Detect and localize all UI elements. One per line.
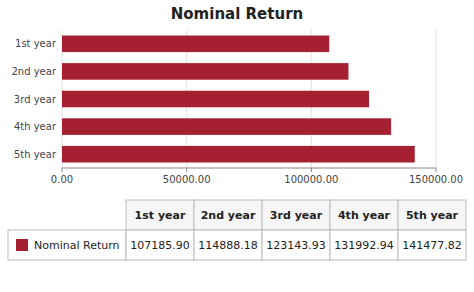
tick-label: 50000.00	[163, 174, 211, 185]
table-value: 107185.90	[130, 239, 190, 252]
table-header: 4th year	[338, 209, 391, 222]
table-row-label-cell	[8, 230, 126, 260]
legend-swatch	[16, 239, 28, 251]
table-value: 131992.94	[334, 239, 394, 252]
category-label: 5th year	[14, 149, 57, 160]
tick-mark	[436, 168, 437, 172]
category-label: 1st year	[15, 38, 57, 49]
bar	[62, 91, 369, 108]
table-header-cell	[398, 200, 466, 230]
table-value: 141477.82	[402, 239, 462, 252]
tick-label: 0.00	[51, 174, 73, 185]
table-cell	[126, 230, 194, 260]
bar	[62, 36, 329, 53]
table-cell	[194, 230, 262, 260]
chart: Nominal Return 0.00 50000.00 100000.00 15000…	[0, 0, 474, 292]
table-header-cell	[194, 200, 262, 230]
table-header-cell	[126, 200, 194, 230]
tick-label: 100000.00	[284, 174, 338, 185]
table-cell	[262, 230, 330, 260]
bar	[62, 118, 391, 135]
table-header: 1st year	[135, 209, 186, 222]
category-label: 2nd year	[11, 66, 56, 77]
tick-mark	[62, 168, 63, 172]
bar	[62, 146, 415, 163]
title: Nominal Return	[171, 5, 303, 23]
x-axis-line	[62, 168, 436, 169]
legend-label: Nominal Return	[34, 239, 120, 252]
tick-mark	[311, 168, 312, 172]
tick-label: 150000.00	[409, 174, 463, 185]
table-value: 114888.18	[198, 239, 258, 252]
bar	[62, 63, 348, 80]
bars	[62, 36, 415, 163]
table-header: 3rd year	[270, 209, 323, 222]
tick-mark	[186, 168, 187, 172]
table-header: 5th year	[406, 209, 459, 222]
category-label: 4th year	[14, 121, 57, 132]
table-cell	[330, 230, 398, 260]
table: 1st year 2nd year 3rd year 4th year 5th year…	[8, 200, 466, 260]
grid-line	[436, 30, 437, 168]
table-header-cell	[262, 200, 330, 230]
table-cell	[398, 230, 466, 260]
table-value: 123143.93	[266, 239, 326, 252]
table-header-cell	[330, 200, 398, 230]
table-header: 2nd year	[201, 209, 256, 222]
category-label: 3rd year	[14, 94, 57, 105]
